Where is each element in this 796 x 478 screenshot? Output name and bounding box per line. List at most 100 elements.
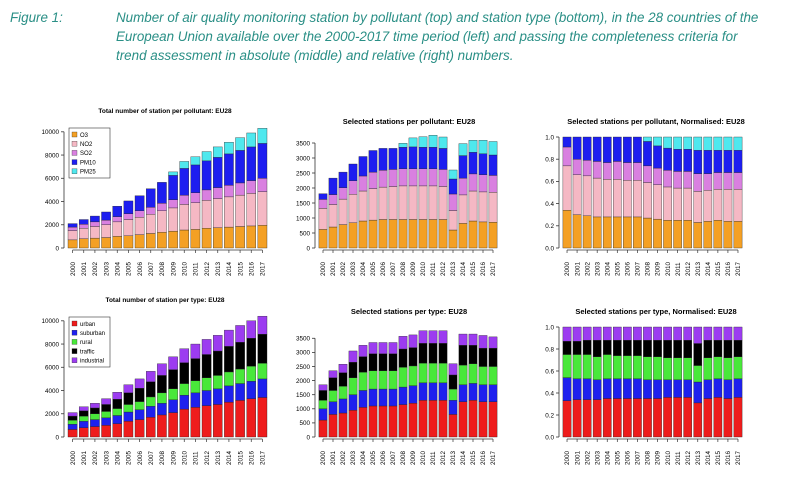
bar-segment-o3 [713, 220, 723, 249]
y-tick-label: 0.8 [545, 157, 554, 164]
x-tick-label: 2017 [490, 261, 497, 276]
bar-segment-so2 [101, 219, 111, 225]
y-tick-label: 2500 [296, 364, 311, 371]
x-tick-label: 2003 [103, 261, 110, 276]
legend-label-so2: SO2 [80, 151, 93, 157]
bar-segment-suburban [145, 406, 156, 418]
bar-segment-industrial [134, 378, 145, 389]
bar-segment-suburban [328, 401, 338, 415]
bar-segment-so2 [418, 168, 428, 187]
x-tick-label: 2001 [330, 450, 337, 465]
bar-segment-no2 [398, 185, 408, 220]
bar-segment-no2 [643, 182, 652, 219]
bar-segment-so2 [733, 172, 743, 190]
bar-segment-suburban [703, 379, 713, 399]
bar-segment-suburban [602, 378, 612, 399]
bar-segment-o3 [633, 216, 642, 249]
bar-segment-urban [78, 427, 89, 438]
bar-segment-pm10 [478, 153, 488, 175]
bar-segment-so2 [693, 173, 703, 192]
bar-segment-suburban [168, 399, 178, 413]
x-tick-label: 2008 [400, 450, 407, 465]
bar-segment-urban [582, 399, 592, 438]
bar-segment-urban [458, 401, 468, 438]
bar-segment-pm10 [623, 136, 632, 163]
bar-segment-o3 [78, 238, 89, 249]
bar-segment-traffic [67, 415, 78, 421]
bar-segment-urban [224, 401, 234, 438]
y-tick-label: 2000 [45, 411, 60, 418]
bar-segment-rural [643, 356, 652, 380]
x-tick-label: 2013 [215, 261, 222, 276]
bar-segment-so2 [408, 168, 418, 187]
bar-segment-no2 [388, 186, 398, 220]
bar-segment-so2 [318, 199, 328, 209]
x-tick-label: 2005 [126, 450, 133, 465]
bar-segment-no2 [235, 194, 245, 227]
bar-segment-rural [112, 408, 123, 416]
bar-segment-so2 [338, 187, 348, 200]
bar-segment-industrial [572, 326, 582, 342]
x-tick-label: 2010 [665, 450, 672, 465]
bar-segment-so2 [90, 221, 100, 227]
bar-segment-traffic [368, 353, 378, 371]
bar-segment-rural [101, 411, 111, 419]
bar-segment-o3 [398, 219, 408, 249]
bar-segment-traffic [78, 410, 89, 417]
y-tick-label: 2000 [45, 222, 60, 229]
bar-segment-industrial [246, 320, 257, 339]
bar-segment-pm10 [78, 219, 89, 225]
bar-segment-rural [168, 388, 178, 400]
bar-segment-suburban [572, 378, 582, 400]
bar-segment-suburban [653, 379, 662, 399]
legend-label-industrial: industrial [80, 359, 104, 365]
bar-segment-o3 [348, 222, 358, 249]
bar-segment-pm10 [190, 164, 201, 193]
bar-segment-suburban [663, 379, 672, 398]
x-tick-label: 2005 [126, 261, 133, 276]
bar-segment-urban [653, 398, 662, 438]
x-tick-label: 2004 [604, 261, 611, 276]
bar-segment-suburban [224, 385, 234, 403]
y-tick-label: 0.2 [545, 223, 554, 230]
bar-segment-urban [388, 405, 398, 438]
bar-segment-o3 [572, 214, 582, 249]
bar-segment-rural [348, 377, 358, 395]
bar-segment-so2 [328, 194, 338, 205]
bar-segment-so2 [168, 199, 178, 209]
bar-segment-o3 [257, 225, 268, 249]
y-tick-label: 2500 [296, 170, 311, 177]
bar-segment-traffic [224, 346, 234, 373]
bar-segment-suburban [388, 388, 398, 407]
bar-segment-industrial [673, 326, 682, 341]
bar-segment-suburban [123, 411, 134, 422]
bar-segment-suburban [478, 384, 488, 402]
bar-segment-rural [368, 370, 378, 390]
bar-segment-pm10 [348, 163, 358, 181]
x-tick-label: 2014 [705, 450, 712, 465]
bar-segment-pm25 [458, 143, 468, 156]
bar-segment-suburban [693, 381, 703, 404]
bar-segment-suburban [112, 415, 123, 424]
bar-segment-no2 [201, 200, 212, 229]
x-tick-label: 2007 [148, 450, 155, 465]
x-tick-label: 2014 [460, 261, 467, 276]
legend-swatch-traffic [71, 348, 78, 354]
bar-segment-industrial [358, 345, 368, 357]
bar-segment-suburban [562, 377, 572, 401]
legend-label-traffic: traffic [80, 349, 95, 355]
bar-segment-no2 [408, 185, 418, 220]
legend-label-suburban: suburban [80, 331, 105, 337]
bar-segment-suburban [134, 409, 145, 420]
bar-segment-industrial [448, 363, 458, 376]
bar-segment-pm10 [378, 148, 388, 171]
y-tick-label: 0.0 [545, 245, 554, 252]
legend-swatch-so2 [71, 150, 78, 156]
bar-segment-o3 [488, 222, 498, 249]
bar-segment-so2 [67, 226, 78, 231]
chart-title: Selected stations per type, Normalised: … [575, 307, 736, 316]
x-tick-label: 2014 [460, 450, 467, 465]
bar-segment-pm10 [693, 150, 703, 174]
bar-segment-urban [693, 402, 703, 438]
bar-segment-o3 [458, 223, 468, 249]
